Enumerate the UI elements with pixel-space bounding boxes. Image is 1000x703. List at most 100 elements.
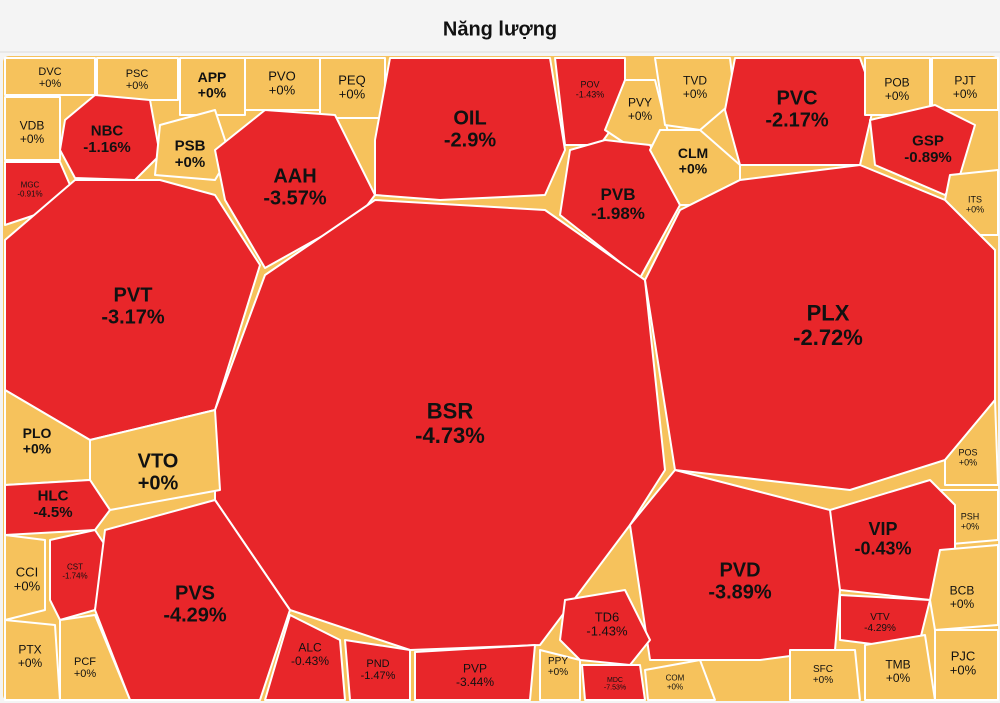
cell-value-label: +0% (18, 656, 43, 670)
cell-label: APP (198, 69, 227, 85)
cell-label: AAH (273, 165, 316, 187)
cell-value-label: -1.74% (62, 572, 87, 581)
cell-label: PND (366, 658, 389, 670)
cell (4, 96, 61, 161)
cell-value-label: -4.5% (33, 504, 72, 521)
cell (59, 614, 131, 701)
cell (4, 479, 111, 536)
cell-value-label: -4.29% (163, 604, 227, 626)
cell-value-label: +0% (138, 472, 179, 494)
cell-value-label: +0% (628, 109, 653, 123)
cell-value-label: +0% (198, 84, 227, 100)
cell-value-label: +0% (679, 160, 708, 176)
cell-label: MGC (21, 181, 40, 190)
cell-label: SFC (813, 664, 833, 675)
cell-value-label: -7.53% (604, 685, 626, 692)
cell-label: PSB (175, 138, 206, 155)
cell (581, 664, 646, 701)
cell-value-label: -1.43% (576, 89, 605, 99)
cell-value-label: +0% (950, 597, 975, 611)
cell-label: PTX (18, 643, 41, 657)
cell-label: PLX (807, 301, 850, 326)
cell-value-label: -0.43% (854, 539, 911, 559)
cell-label: GSP (912, 133, 944, 150)
cell-value-label: -1.47% (361, 670, 396, 682)
cell (94, 499, 291, 701)
cell-label: ITS (968, 194, 982, 204)
cell-value-label: +0% (667, 683, 683, 692)
cell-value-label: +0% (950, 663, 977, 678)
cell (929, 544, 999, 631)
cell-label: PVY (628, 96, 652, 110)
cell-value-label: +0% (959, 457, 977, 467)
cell-label: TVD (683, 74, 707, 88)
cell-label: VDB (20, 119, 45, 133)
cell-value-label: -4.29% (864, 623, 896, 634)
cell-label: TMB (885, 658, 910, 672)
cell-label: VTO (138, 450, 179, 472)
cell-value-label: -2.72% (793, 325, 863, 350)
cell-label: PPY (548, 656, 568, 667)
cell-label: ALC (298, 641, 322, 655)
cell-label: POV (580, 79, 599, 89)
cell-value-label: +0% (339, 87, 366, 102)
cell-label: POS (958, 447, 977, 457)
cell-label: PVD (719, 559, 760, 581)
cell-label: PVS (175, 582, 215, 604)
cell-label: TD6 (595, 609, 620, 624)
cell (374, 57, 566, 201)
cell-label: COM (666, 674, 685, 683)
cell-value-label: -3.17% (101, 306, 165, 328)
cell-label: OIL (453, 107, 486, 129)
cell-label: NBC (91, 123, 124, 140)
cell-value-label: -0.91% (17, 190, 42, 199)
cell-value-label: +0% (885, 89, 910, 103)
cell-value-label: +0% (683, 87, 708, 101)
cell-label: PCF (74, 656, 96, 668)
cell-value-label: +0% (23, 440, 52, 456)
cell-value-label: +0% (269, 83, 296, 98)
cell (789, 649, 861, 701)
cell-label: DVC (38, 66, 61, 78)
cell-value-label: -2.9% (444, 129, 496, 151)
cell-value-label: +0% (20, 132, 45, 146)
cell-value-label: +0% (74, 668, 97, 680)
cell-value-label: +0% (548, 667, 568, 678)
cell (944, 399, 999, 486)
cell-label: BCB (950, 584, 975, 598)
cell (414, 644, 536, 701)
cell-value-label: -2.17% (765, 109, 829, 131)
cell-value-label: -0.43% (291, 654, 329, 668)
cell (4, 534, 46, 621)
cell-label: VIP (868, 519, 897, 539)
cell-value-label: -3.57% (263, 187, 327, 209)
cell-label: PVT (114, 284, 153, 306)
cell (654, 57, 736, 131)
cell (96, 57, 179, 101)
cell (59, 94, 161, 181)
cell-value-label: +0% (966, 204, 984, 214)
cell-value-label: -4.73% (415, 423, 485, 448)
cell-value-label: +0% (813, 675, 833, 686)
cell (539, 649, 581, 701)
cell (644, 659, 716, 701)
cell-label: PVO (268, 68, 295, 83)
cell (934, 629, 999, 701)
cell-label: PVP (463, 662, 487, 676)
cell (344, 639, 411, 701)
cell-label: PSH (961, 511, 980, 521)
cell-value-label: +0% (39, 78, 62, 90)
cell-value-label: -3.44% (456, 675, 494, 689)
cell-label: POB (884, 76, 909, 90)
cell-label: CST (67, 563, 83, 572)
cell (931, 57, 999, 111)
cell-value-label: -3.89% (708, 581, 772, 603)
cell-value-label: +0% (953, 87, 978, 101)
cell-value-label: -1.98% (591, 204, 645, 223)
cell-label: VTV (870, 612, 890, 623)
cell-label: PVB (601, 185, 636, 204)
cell-label: PVC (776, 87, 817, 109)
cell-label: CCI (16, 564, 38, 579)
cell-value-label: +0% (961, 521, 979, 531)
